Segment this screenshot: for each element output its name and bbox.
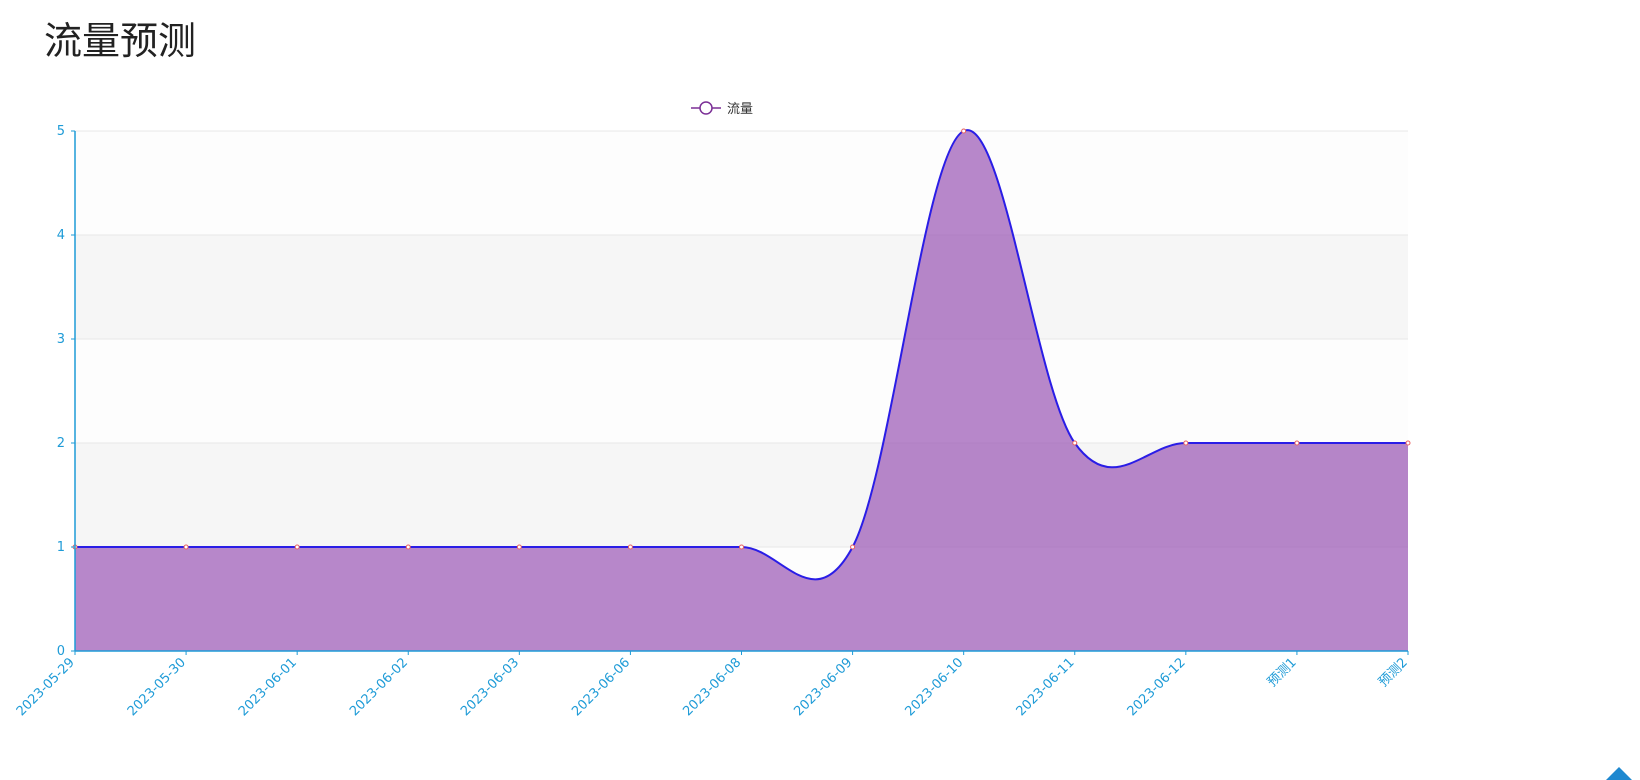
- data-point: [627, 544, 633, 550]
- page-title: 流量预测: [44, 19, 197, 63]
- x-tick-label: 2023-06-02: [347, 655, 411, 719]
- data-point: [294, 544, 300, 550]
- data-point: [183, 544, 189, 550]
- data-point: [961, 128, 967, 134]
- data-point: [739, 544, 744, 550]
- grid-band: [75, 235, 1408, 339]
- x-tick-label: 2023-06-06: [569, 655, 633, 719]
- data-point: [516, 544, 522, 550]
- y-tick-labels: 0 1 2 3 4 5: [57, 124, 75, 659]
- x-tick-label: 2023-06-12: [1125, 655, 1189, 719]
- data-point: [1294, 440, 1300, 446]
- x-tick-label: 2023-06-01: [236, 655, 300, 719]
- x-tick-label: 2023-05-29: [14, 655, 78, 719]
- legend-label: 流量: [727, 102, 753, 117]
- y-tick-label: 5: [57, 124, 65, 139]
- data-point: [1405, 440, 1411, 446]
- data-point: [405, 544, 411, 550]
- y-tick-label: 2: [57, 436, 65, 451]
- legend[interactable]: 流量: [691, 101, 753, 117]
- x-tick-label: 2023-06-08: [680, 655, 744, 719]
- x-tick-label: 2023-05-30: [125, 655, 189, 719]
- y-tick-label: 1: [57, 540, 65, 555]
- back-to-top-icon[interactable]: [1606, 767, 1632, 780]
- series-line: [75, 129, 1408, 581]
- x-tick-label: 预测2: [1376, 655, 1411, 690]
- grid-band: [75, 339, 1408, 443]
- x-tick-label: 2023-06-10: [902, 655, 966, 719]
- grid-band: [75, 131, 1408, 235]
- x-tick-label: 预测1: [1265, 655, 1300, 690]
- data-point: [1183, 440, 1189, 446]
- x-tick-label: 2023-06-03: [458, 655, 522, 719]
- series-area-fill: [75, 130, 1408, 651]
- x-tick-label: 2023-06-09: [791, 655, 855, 719]
- x-tick-labels: 2023-05-29 2023-05-30 2023-06-01 2023-06-02…: [14, 651, 1411, 719]
- y-tick-label: 3: [57, 332, 65, 347]
- legend-circle-icon: [699, 101, 713, 115]
- data-point: [1072, 440, 1078, 446]
- y-tick-label: 4: [57, 228, 65, 243]
- data-point: [850, 544, 856, 550]
- x-tick-label: 2023-06-11: [1014, 655, 1078, 719]
- y-tick-label: 0: [57, 644, 65, 659]
